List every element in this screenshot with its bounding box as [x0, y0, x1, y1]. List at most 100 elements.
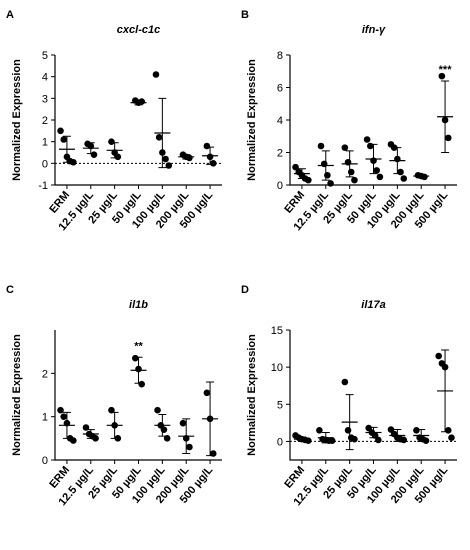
error-bar: [182, 154, 191, 160]
error-bar: [110, 142, 119, 159]
data-point: [438, 72, 446, 80]
data-point: [57, 406, 64, 414]
y-tick-label: 3: [42, 93, 48, 105]
data-point: [152, 71, 160, 78]
panel-letter: D: [241, 284, 249, 296]
data-point: [448, 434, 455, 442]
axes: [54, 55, 222, 186]
error-bar: [441, 80, 450, 153]
data-point: [351, 435, 358, 443]
y-tick-label: 2: [42, 368, 48, 380]
data-point: [209, 160, 217, 167]
data-point: [70, 158, 77, 166]
panel-title: cxcl-c1c: [117, 24, 160, 36]
data-point: [397, 168, 404, 176]
data-point: [444, 134, 452, 142]
y-tick-label: 2: [277, 148, 283, 160]
y-tick-label: 2: [42, 115, 48, 127]
error-bar: [134, 100, 143, 106]
y-tick-label: 0: [42, 455, 48, 467]
y-tick-label: 15: [271, 325, 283, 337]
error-bar: [62, 135, 71, 163]
error-bar: [86, 142, 95, 155]
panel-letter: C: [6, 284, 14, 296]
data-point: [328, 437, 336, 444]
panel-letter: B: [241, 9, 249, 21]
error-bar: [297, 168, 306, 179]
y-tick-label: 1: [42, 137, 48, 149]
data-point: [373, 167, 380, 174]
y-tick-label: 0: [277, 180, 283, 192]
data-point: [209, 450, 217, 457]
y-tick-label: -1: [38, 180, 48, 192]
data-point: [60, 413, 68, 420]
axes: [289, 330, 457, 461]
y-tick-label: 0: [277, 436, 283, 448]
error-bar: [393, 429, 402, 442]
data-point: [344, 426, 352, 434]
error-bar: [345, 150, 354, 178]
error-bar: [206, 381, 215, 457]
data-point: [363, 136, 371, 143]
y-tick-label: 6: [277, 83, 283, 95]
data-point: [138, 380, 145, 388]
error-bar: [86, 429, 95, 439]
data-point: [82, 424, 90, 431]
data-point: [376, 173, 384, 181]
error-bar: [345, 394, 354, 451]
data-point: [341, 144, 349, 151]
data-point: [367, 142, 374, 150]
error-bar: [321, 432, 330, 444]
data-point: [305, 176, 312, 184]
data-point: [435, 352, 442, 360]
error-bar: [417, 429, 426, 442]
significance: ***: [439, 64, 453, 76]
data-point: [108, 138, 115, 145]
error-bar: [441, 349, 450, 433]
data-point: [160, 426, 168, 433]
data-point: [60, 136, 68, 143]
data-point: [186, 154, 193, 162]
y-tick-label: 4: [42, 72, 48, 84]
error-bar: [158, 97, 167, 169]
data-point: [132, 354, 139, 362]
data-point: [138, 98, 145, 105]
data-point: [341, 378, 349, 386]
y-tick-label: 1: [42, 412, 48, 424]
data-point: [92, 435, 99, 442]
panel-title: il17a: [361, 299, 385, 311]
y-axis-label: Normalized Expression: [246, 334, 258, 456]
data-point: [163, 435, 171, 442]
error-bar: [393, 147, 402, 175]
panel-title: il1b: [129, 299, 148, 311]
data-point: [400, 436, 408, 444]
data-point: [327, 180, 334, 187]
y-tick-label: 10: [271, 362, 283, 374]
panel-title: ifn-γ: [362, 24, 386, 36]
error-bar: [206, 146, 215, 165]
data-point: [70, 437, 77, 444]
error-bar: [369, 143, 378, 175]
y-tick-label: 4: [277, 115, 283, 127]
error-bar: [369, 426, 378, 439]
data-point: [186, 443, 193, 451]
data-point: [154, 406, 161, 414]
data-point: [108, 406, 115, 414]
error-bar: [417, 174, 426, 178]
data-point: [90, 151, 98, 158]
data-point: [320, 160, 328, 168]
data-point: [162, 155, 169, 163]
data-point: [347, 168, 355, 176]
data-point: [344, 158, 352, 166]
data-point: [413, 426, 420, 434]
error-bar: [297, 436, 306, 442]
data-point: [57, 127, 64, 135]
data-point: [444, 426, 452, 434]
data-point: [203, 142, 211, 150]
y-axis-label: Normalized Expression: [246, 59, 258, 181]
data-point: [165, 162, 173, 169]
error-bar: [158, 414, 167, 437]
